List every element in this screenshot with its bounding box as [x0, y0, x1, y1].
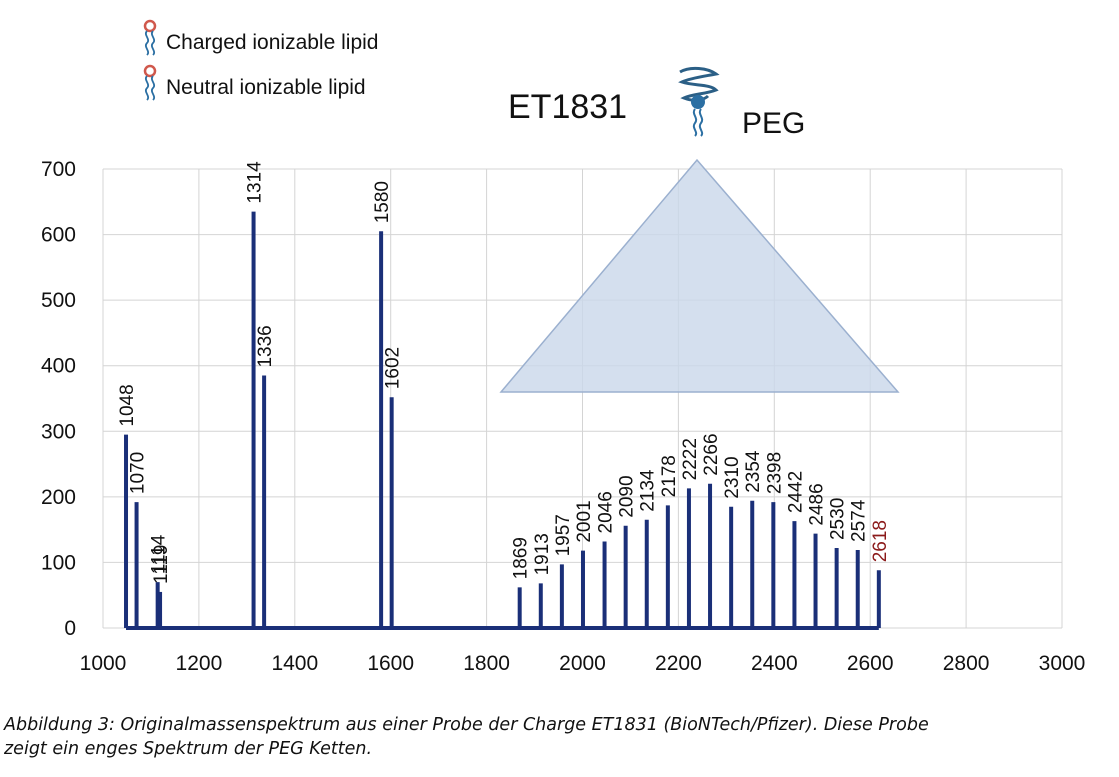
peak-label: 1602 — [383, 347, 404, 389]
spectrum-peaks — [124, 211, 881, 630]
axes: 0 100 200 300 400 500 600 700 1000 1200 1400 1600 18… — [41, 158, 1085, 675]
peak-label: 1070 — [128, 452, 149, 494]
x-tick-label: 2000 — [559, 652, 606, 675]
legend-label-neutral: Neutral ionizable lipid — [166, 76, 366, 99]
peak-label: 2310 — [722, 456, 743, 498]
peak-label: 1336 — [255, 325, 276, 367]
y-tick-label: 700 — [41, 158, 76, 181]
peak-label: 1114 — [149, 534, 170, 574]
peak-label: 2178 — [659, 455, 680, 497]
peak-label: 2530 — [828, 498, 849, 540]
peak-label: 1119 — [151, 544, 172, 583]
peak-label: 2001 — [574, 500, 595, 542]
x-tick-label: 1400 — [271, 652, 318, 675]
peak-label: 1913 — [532, 533, 553, 575]
x-tick-label: 1200 — [176, 652, 223, 675]
peg-label: PEG — [742, 107, 805, 140]
peak-label: 2134 — [638, 469, 659, 512]
peak-label: 2354 — [743, 450, 764, 493]
legend: Charged ionizable lipid Neutral ionizabl… — [143, 19, 378, 101]
peak-label: 1048 — [117, 384, 138, 426]
peak-label: 2090 — [617, 475, 638, 517]
peak-label: 2486 — [807, 483, 828, 525]
x-tick-label: 2800 — [943, 652, 990, 675]
peg-molecule-icon — [678, 66, 720, 137]
legend-label-charged: Charged ionizable lipid — [166, 31, 378, 54]
y-tick-label: 500 — [41, 289, 76, 312]
x-tick-label: 1000 — [80, 652, 127, 675]
figure-caption: Abbildung 3: Originalmassenspektrum aus … — [4, 713, 1116, 761]
peak-label: 2574 — [849, 499, 870, 542]
peak-label: 1314 — [245, 161, 266, 204]
y-tick-label: 100 — [41, 551, 76, 574]
mass-spectrum-chart: 0 100 200 300 400 500 600 700 1000 1200 1400 1600 18… — [41, 19, 1085, 675]
y-tick-label: 200 — [41, 486, 76, 509]
peak-label: 2398 — [764, 452, 785, 494]
peak-label: 2046 — [596, 491, 617, 533]
x-tick-label: 1600 — [367, 652, 414, 675]
peak-label: 1869 — [511, 537, 532, 579]
y-tick-label: 0 — [64, 617, 76, 640]
y-tick-label: 300 — [41, 420, 76, 443]
chart-title: ET1831 — [508, 88, 627, 126]
x-tick-label: 1800 — [463, 652, 510, 675]
peak-label: 2222 — [680, 438, 701, 480]
y-tick-label: 400 — [41, 355, 76, 378]
y-tick-label: 600 — [41, 224, 76, 247]
peak-label: 2266 — [701, 433, 722, 475]
x-tick-label: 2200 — [655, 652, 702, 675]
charged-lipid-icon — [143, 19, 157, 56]
peak-label: 1957 — [553, 514, 574, 556]
caption-line-1: Abbildung 3: Originalmassenspektrum aus … — [4, 715, 929, 735]
peak-label: 1580 — [372, 181, 393, 223]
peak-label: 2442 — [785, 471, 806, 513]
caption-line-2: zeigt ein enges Spektrum der PEG Ketten. — [4, 739, 373, 759]
peak-label: 2618 — [870, 520, 891, 562]
peg-distribution-triangle — [499, 158, 900, 393]
x-tick-label: 3000 — [1039, 652, 1086, 675]
neutral-lipid-icon — [143, 64, 157, 101]
x-tick-label: 2600 — [847, 652, 894, 675]
x-tick-label: 2400 — [751, 652, 798, 675]
